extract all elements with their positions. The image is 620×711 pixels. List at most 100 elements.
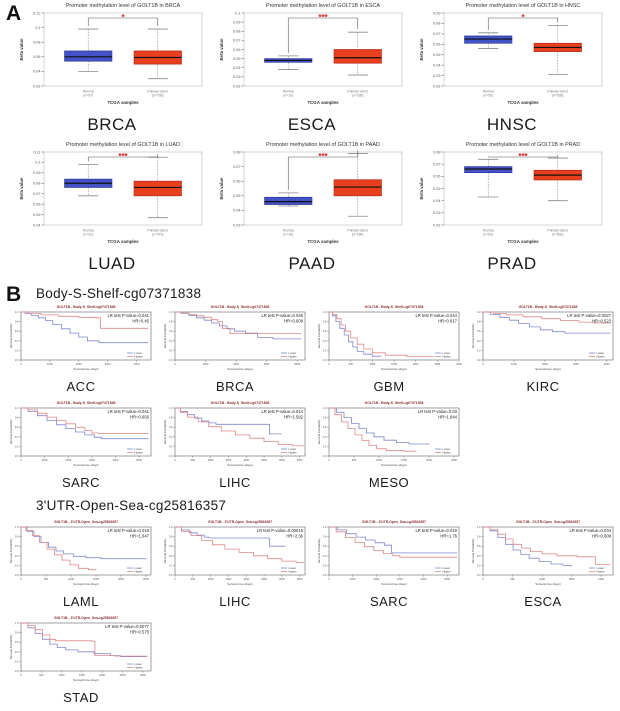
svg-text:2500: 2500: [143, 577, 149, 581]
svg-text:1500: 1500: [226, 458, 232, 462]
boxplot-caption-esca: ESCA: [287, 115, 337, 134]
svg-text:1.0: 1.0: [15, 621, 19, 625]
svg-text:Survival Probability: Survival Probability: [9, 634, 13, 659]
svg-text:3000: 3000: [279, 577, 285, 581]
svg-text:Beta value: Beta value: [219, 38, 224, 61]
svg-text:0.2: 0.2: [323, 444, 327, 448]
svg-text:Survival Probability: Survival Probability: [163, 323, 167, 348]
boxplot-caption-hnsc: HNSC: [486, 115, 538, 134]
svg-text:0: 0: [328, 458, 330, 462]
svg-text:3000: 3000: [140, 673, 146, 677]
svg-text:Higher: Higher: [443, 570, 451, 574]
svg-text:TCGA samples: TCGA samples: [507, 239, 539, 244]
svg-text:1.0: 1.0: [169, 406, 173, 410]
svg-text:0.03: 0.03: [233, 223, 240, 227]
svg-text:Primary tumor: Primary tumor: [347, 90, 369, 94]
svg-text:Higher: Higher: [135, 666, 143, 670]
svg-text:Lower: Lower: [289, 447, 297, 451]
km-chart-kirc-s1: GOLT1B - Body-S_Shelf-cg07371838 0.0 0.2 0.…: [471, 305, 614, 371]
km-chart-brca-s1: GOLT1B - Body-S_Shelf-cg07371838 0.0 0.2 0.…: [163, 305, 306, 371]
svg-text:Survival time (days): Survival time (days): [381, 367, 406, 371]
svg-text:1500: 1500: [226, 577, 232, 581]
svg-text:Survival time (days): Survival time (days): [381, 463, 406, 467]
svg-text:0: 0: [482, 362, 484, 366]
svg-text:0.4: 0.4: [15, 650, 19, 654]
svg-text:0.2: 0.2: [15, 563, 19, 567]
svg-text:HR=1.582: HR=1.582: [284, 414, 304, 419]
svg-text:Normal: Normal: [483, 90, 494, 94]
svg-text:0.0: 0.0: [15, 573, 19, 577]
svg-text:Higher: Higher: [443, 355, 451, 359]
svg-text:0.4: 0.4: [15, 554, 19, 558]
svg-text:(n=502): (n=502): [552, 233, 563, 237]
svg-text:3000: 3000: [89, 458, 95, 462]
svg-text:HR=0.617: HR=0.617: [438, 318, 458, 323]
svg-text:Primary tumor: Primary tumor: [147, 229, 169, 233]
svg-text:1.0: 1.0: [477, 310, 481, 314]
svg-text:0.06: 0.06: [233, 180, 240, 184]
svg-text:0.8: 0.8: [15, 631, 19, 635]
svg-text:GOLT1B - 3'UTR-Open_Sea-cg2581: GOLT1B - 3'UTR-Open_Sea-cg25816357: [208, 520, 272, 524]
svg-text:1.0: 1.0: [169, 310, 173, 314]
svg-text:Higher: Higher: [289, 570, 297, 574]
svg-text:HR=0.575: HR=0.575: [130, 629, 150, 634]
km-caption-brca-s1: BRCA: [215, 379, 255, 394]
svg-text:0.1: 0.1: [35, 161, 40, 165]
svg-text:0.6: 0.6: [477, 329, 481, 333]
svg-text:1000: 1000: [350, 577, 356, 581]
svg-text:GOLT1B - Body-S_Shelf-cg073718: GOLT1B - Body-S_Shelf-cg07371838: [211, 305, 270, 309]
svg-text:GOLT1B - Body-S_Shelf-cg073718: GOLT1B - Body-S_Shelf-cg07371838: [211, 401, 270, 405]
svg-text:Survival Probability: Survival Probability: [317, 538, 321, 563]
km-plot-stad-s2: GOLT1B - 3'UTR-Open_Sea-cg25816357 0.0 0.2…: [4, 614, 158, 705]
svg-text:Lower: Lower: [289, 351, 297, 355]
boxplot-caption-luad: LUAD: [88, 254, 136, 273]
significance-asterisks: *: [521, 13, 525, 22]
svg-text:1000: 1000: [47, 362, 53, 366]
svg-text:2500: 2500: [434, 362, 440, 366]
svg-text:0.2: 0.2: [323, 348, 327, 352]
svg-text:0.2: 0.2: [15, 444, 19, 448]
svg-text:0.09: 0.09: [33, 171, 40, 175]
svg-text:Higher: Higher: [597, 355, 605, 359]
svg-text:4000: 4000: [134, 362, 140, 366]
km-row-3: GOLT1B - 3'UTR-Open_Sea-cg25816357 0.0 0.2…: [4, 518, 620, 609]
svg-text:2000: 2000: [99, 673, 105, 677]
svg-text:0.6: 0.6: [323, 544, 327, 548]
svg-text:(n=10): (n=10): [283, 233, 293, 237]
svg-text:0.8: 0.8: [15, 416, 19, 420]
svg-text:LR test P-value=0.041: LR test P-value=0.041: [107, 313, 149, 318]
svg-text:0.05: 0.05: [33, 213, 40, 217]
boxplot-prad: Promoter methylation level of GOLT1B in …: [412, 139, 612, 278]
significance-asterisks: ***: [318, 152, 328, 161]
svg-text:0.2: 0.2: [323, 563, 327, 567]
km-caption-acc-s1: ACC: [66, 379, 96, 394]
svg-text:0.6: 0.6: [169, 329, 173, 333]
svg-text:Beta value: Beta value: [419, 177, 424, 200]
svg-text:1500: 1500: [401, 458, 407, 462]
svg-text:1.0: 1.0: [169, 525, 173, 529]
svg-text:0.07: 0.07: [433, 162, 440, 166]
svg-text:0.08: 0.08: [33, 182, 40, 186]
svg-text:Survival Probability: Survival Probability: [163, 419, 167, 444]
svg-text:(n=32): (n=32): [83, 233, 93, 237]
boxplot-caption-paad: PAAD: [288, 254, 336, 273]
svg-text:0.8: 0.8: [169, 535, 173, 539]
svg-text:1000: 1000: [369, 362, 375, 366]
svg-text:2000: 2000: [373, 577, 379, 581]
km-chart-gbm-s1: GOLT1B - Body-S_Shelf-cg07371838 0.0 0.2 0.…: [317, 305, 462, 371]
svg-text:0.8: 0.8: [323, 320, 327, 324]
svg-text:0.2: 0.2: [169, 444, 173, 448]
km-caption-lihc-s2: LIHC: [219, 594, 251, 609]
svg-text:Lower: Lower: [135, 662, 143, 666]
svg-text:0.08: 0.08: [233, 150, 240, 154]
svg-text:5000: 5000: [444, 577, 450, 581]
svg-text:2500: 2500: [120, 673, 126, 677]
svg-text:GOLT1B - 3'UTR-Open_Sea-cg2581: GOLT1B - 3'UTR-Open_Sea-cg25816357: [54, 616, 118, 620]
svg-text:Lower: Lower: [597, 351, 605, 355]
svg-text:LR test P-value=0.019: LR test P-value=0.019: [415, 528, 457, 533]
svg-text:LR test P-value=0.034: LR test P-value=0.034: [569, 528, 611, 533]
km-plot-sarc-s1: GOLT1B - Body-S_Shelf-cg07371838 0.0 0.2 0.…: [4, 399, 158, 490]
svg-text:Survival Probability: Survival Probability: [9, 419, 13, 444]
svg-text:0.11: 0.11: [33, 150, 40, 154]
svg-text:0.0: 0.0: [323, 358, 327, 362]
